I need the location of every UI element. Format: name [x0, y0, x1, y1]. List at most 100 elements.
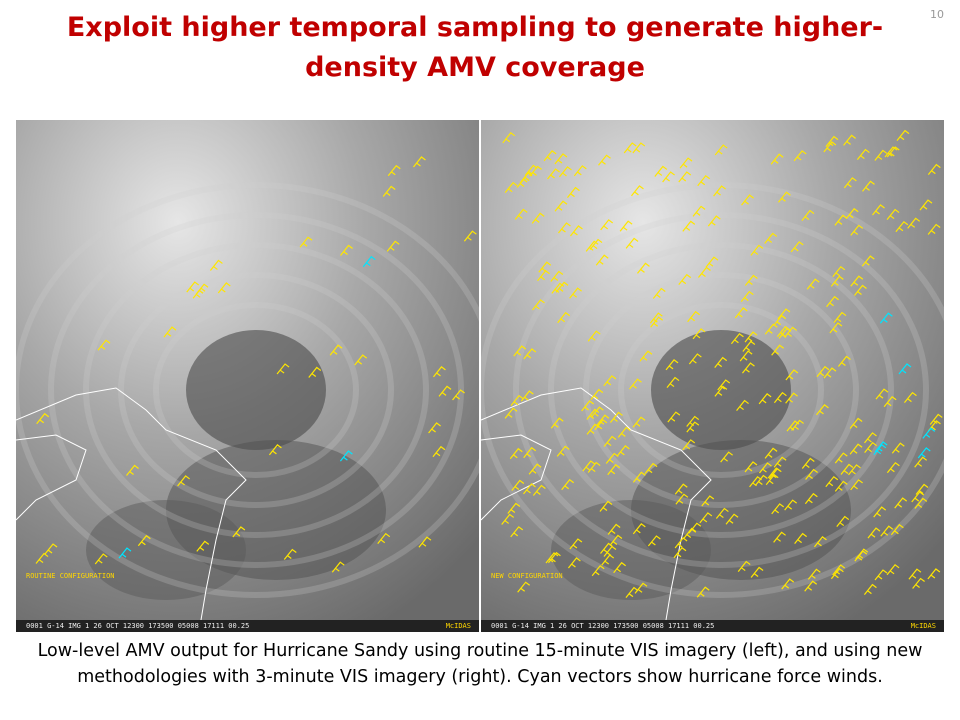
wind-barb [679, 157, 693, 169]
wind-barb [97, 339, 111, 351]
wind-barb [531, 212, 545, 224]
wind-barb [163, 326, 177, 338]
wind-barb [773, 456, 787, 468]
wind-barb [523, 483, 536, 495]
wind-barb [886, 208, 900, 220]
wind-barb [686, 421, 700, 433]
wind-barb [339, 450, 353, 462]
wind-barb [830, 567, 844, 580]
wind-barb [927, 223, 941, 235]
wind-barb [699, 512, 713, 524]
wind-barb [561, 478, 575, 491]
wind-barb [758, 393, 772, 405]
wind-barb [862, 180, 875, 192]
wind-barb [177, 475, 190, 487]
wind-barb [555, 281, 569, 293]
wind-barb [773, 531, 786, 543]
wind-barb [625, 237, 639, 249]
wind-barb [510, 526, 524, 538]
wind-barb [587, 330, 601, 342]
wind-barb [688, 353, 702, 365]
wind-barb [603, 375, 617, 387]
slide-number: 10 [930, 8, 944, 21]
wind-barb [895, 220, 909, 233]
wind-barb [308, 366, 322, 378]
wind-barb [872, 204, 885, 216]
wind-barb [730, 332, 744, 345]
wind-barb [513, 345, 527, 357]
wind-barb [502, 132, 516, 144]
coastline [481, 434, 552, 521]
wind-barb [801, 457, 815, 469]
wind-barb [875, 388, 889, 400]
footer-source: McIDAS [445, 622, 471, 630]
wind-barb [569, 225, 583, 237]
wind-barb [790, 241, 804, 253]
wind-barb [186, 281, 200, 293]
spiral-band [481, 182, 944, 598]
wind-barb [927, 568, 941, 580]
wind-barb [697, 174, 711, 187]
wind-barb [713, 185, 726, 197]
wind-barb [836, 515, 850, 527]
wind-barb [843, 177, 857, 189]
wind-barb [915, 483, 929, 495]
wind-barb [749, 475, 762, 488]
wind-barb [914, 456, 928, 468]
wind-barb [599, 500, 613, 512]
wind-barb [849, 417, 863, 429]
panel-label: ROUTINE CONFIGURATION [26, 572, 115, 580]
wind-barb [898, 363, 912, 375]
wind-barb [754, 474, 768, 486]
wind-barb [650, 316, 664, 328]
wind-barb [794, 532, 807, 544]
wind-barb [894, 497, 908, 509]
wind-barb [758, 462, 772, 474]
wind-barb [209, 259, 223, 271]
wind-barb [683, 527, 697, 539]
wind-barb [644, 462, 658, 474]
wind-barb [770, 153, 784, 165]
wind-barb [501, 513, 515, 525]
wind-barb [595, 254, 609, 266]
wind-barb [725, 513, 739, 525]
wind-barb [884, 146, 898, 158]
clear-area [551, 500, 711, 600]
wind-barb [665, 359, 679, 371]
wind-barb [674, 537, 688, 549]
wind-barb [662, 171, 675, 183]
wind-barb [428, 422, 441, 434]
wind-barb [830, 275, 844, 287]
caption: Low-level AMV output for Hurricane Sandy… [37, 641, 923, 687]
wind-barb [785, 392, 798, 404]
wind-barb [907, 217, 921, 229]
wind-barb [331, 561, 345, 573]
spiral-band [618, 302, 824, 478]
wind-barb [556, 445, 570, 457]
wind-barb [232, 526, 246, 538]
wind-barb [507, 502, 521, 514]
wind-barb [929, 413, 943, 425]
wind-barb [609, 534, 623, 546]
wind-barb [632, 471, 646, 483]
wind-barb [807, 568, 821, 580]
wind-barb [639, 350, 653, 362]
wind-barb [649, 312, 663, 324]
wind-barb [600, 542, 613, 554]
wind-barb [736, 399, 749, 411]
wind-barb [587, 461, 601, 473]
wind-barb [854, 284, 867, 296]
wind-barb [598, 154, 611, 166]
wind-barb [826, 295, 839, 308]
wind-barb [864, 441, 877, 454]
wind-barb [652, 287, 666, 299]
wind-barb [845, 207, 859, 220]
wind-barb [737, 560, 751, 572]
wind-barb [603, 435, 617, 447]
clear-area [86, 500, 246, 600]
wind-barb [586, 408, 600, 420]
wind-barb [573, 165, 587, 177]
wind-barb [545, 552, 559, 564]
wind-barb [804, 580, 818, 592]
